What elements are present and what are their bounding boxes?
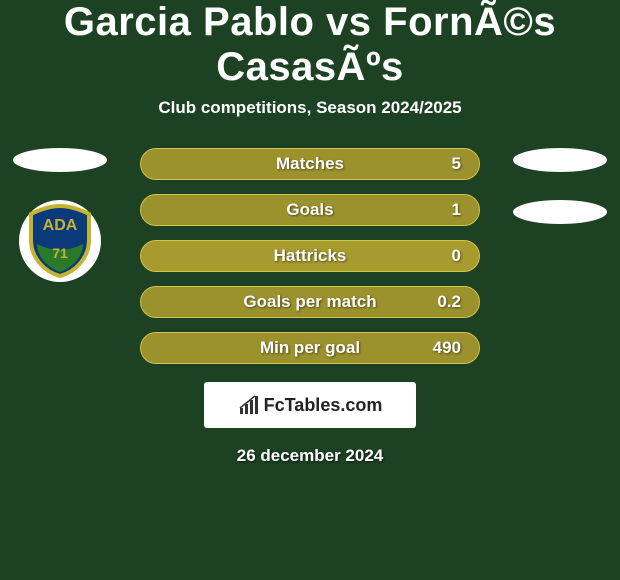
stat-label: Goals	[141, 200, 479, 220]
badge-bottom-text: 71	[52, 245, 68, 261]
stat-value: 1	[452, 200, 461, 220]
stat-label: Matches	[141, 154, 479, 174]
stat-value: 0.2	[437, 292, 461, 312]
stat-row: Min per goal490	[140, 332, 480, 364]
stat-row: Hattricks0	[140, 240, 480, 272]
page: Garcia Pablo vs FornÃ©s CasasÃºs Club co…	[0, 0, 620, 580]
stat-label: Hattricks	[141, 246, 479, 266]
stat-row: Matches5	[140, 148, 480, 180]
left-column: ADA 71	[0, 148, 120, 282]
stats-column: Matches5Goals1Hattricks0Goals per match0…	[120, 148, 500, 364]
content-row: ADA 71 Matches5 Goals1 Hattricks0 Goals per…	[0, 148, 620, 364]
player-right-placeholder	[513, 148, 607, 172]
page-title: Garcia Pablo vs FornÃ©s CasasÃºs	[0, 0, 620, 90]
stat-value: 0	[452, 246, 461, 266]
shield-icon: ADA 71	[19, 200, 101, 282]
brand-box[interactable]: FcTables.com	[204, 382, 416, 428]
stat-value: 490	[433, 338, 461, 358]
badge-top-text: ADA	[43, 217, 78, 234]
stat-value: 5	[452, 154, 461, 174]
date-text: 26 december 2024	[237, 446, 384, 466]
club-right-placeholder	[513, 200, 607, 224]
stat-row: Goals per match0.2	[140, 286, 480, 318]
brand-text: FcTables.com	[264, 395, 383, 416]
chart-icon	[238, 394, 260, 416]
stat-row: Goals1	[140, 194, 480, 226]
page-subtitle: Club competitions, Season 2024/2025	[158, 98, 461, 118]
club-badge-left: ADA 71	[19, 200, 101, 282]
player-left-placeholder	[13, 148, 107, 172]
stat-label: Goals per match	[141, 292, 479, 312]
stat-label: Min per goal	[141, 338, 479, 358]
right-column	[500, 148, 620, 252]
